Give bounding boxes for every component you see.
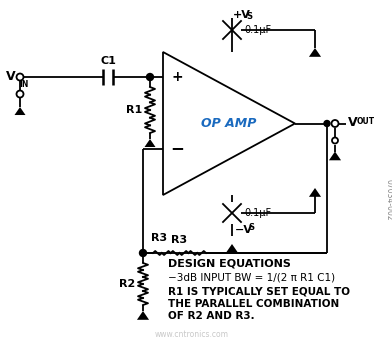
Text: 0.1μF: 0.1μF	[244, 208, 271, 218]
Text: R3: R3	[171, 235, 187, 245]
Polygon shape	[145, 139, 156, 147]
Text: R3: R3	[151, 233, 167, 243]
Text: 0.1μF: 0.1μF	[244, 25, 271, 35]
Text: OF R2 AND R3.: OF R2 AND R3.	[168, 311, 255, 321]
Text: −: −	[170, 140, 184, 158]
Text: R2: R2	[119, 279, 135, 289]
Text: +V: +V	[233, 10, 251, 20]
Text: V: V	[6, 69, 16, 83]
Text: R1 IS TYPICALLY SET EQUAL TO: R1 IS TYPICALLY SET EQUAL TO	[168, 287, 350, 297]
Text: www.cntronics.com: www.cntronics.com	[155, 330, 229, 339]
Polygon shape	[15, 107, 25, 115]
Polygon shape	[309, 188, 321, 197]
Circle shape	[147, 74, 154, 80]
Text: DESIGN EQUATIONS: DESIGN EQUATIONS	[168, 258, 291, 268]
Text: V: V	[348, 116, 358, 129]
Polygon shape	[137, 311, 149, 320]
Text: 07034-002: 07034-002	[385, 179, 392, 221]
Text: OUT: OUT	[357, 117, 375, 126]
Polygon shape	[329, 151, 341, 160]
Polygon shape	[309, 48, 321, 57]
Text: S: S	[248, 224, 254, 233]
Text: C1: C1	[100, 56, 116, 66]
Text: OP AMP: OP AMP	[201, 117, 257, 130]
Text: IN: IN	[19, 80, 28, 89]
Circle shape	[324, 120, 330, 127]
Text: S: S	[246, 12, 252, 21]
Text: THE PARALLEL COMBINATION: THE PARALLEL COMBINATION	[168, 299, 339, 309]
Polygon shape	[226, 244, 238, 253]
Text: R1: R1	[126, 105, 142, 115]
Text: −V: −V	[235, 225, 253, 235]
Text: −3dB INPUT BW = 1/(2 π R1 C1): −3dB INPUT BW = 1/(2 π R1 C1)	[168, 273, 335, 283]
Circle shape	[140, 249, 147, 257]
Text: +: +	[171, 70, 183, 84]
